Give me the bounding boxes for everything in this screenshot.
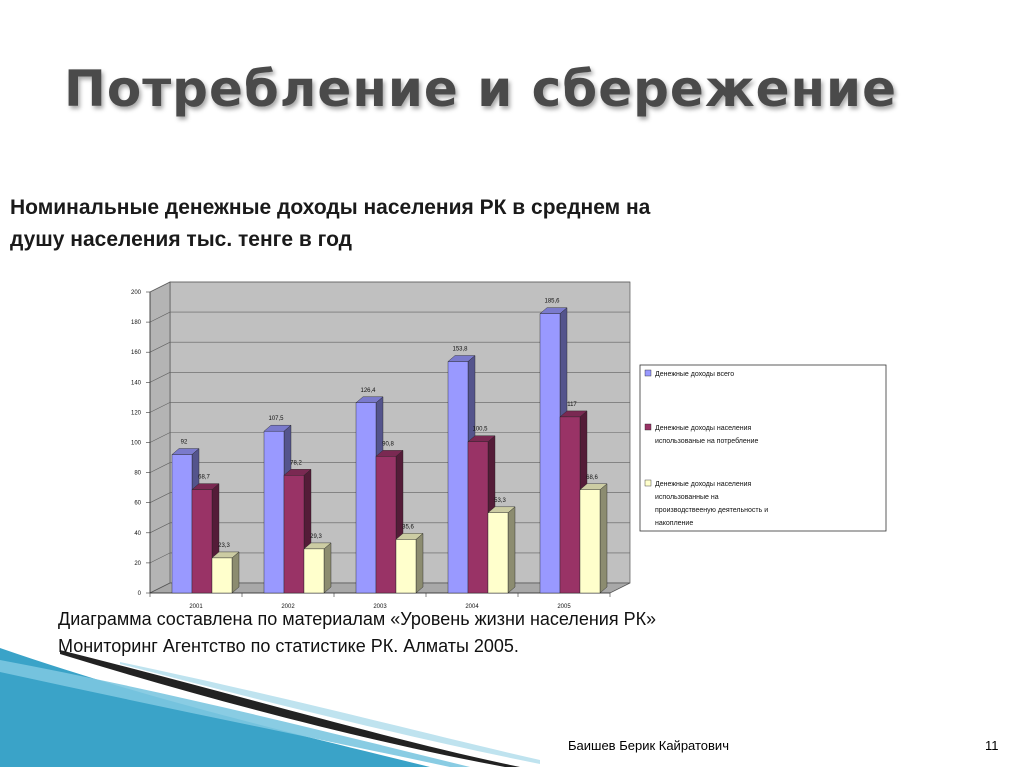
legend-label: Денежные доходы населения <box>655 425 752 432</box>
data-label: 185,6 <box>544 299 560 305</box>
gridline <box>149 402 630 413</box>
data-label: 117 <box>567 402 577 408</box>
legend: Денежные доходы всего Денежные доходы нас… <box>639 364 887 532</box>
bar-side <box>323 542 332 594</box>
bar <box>395 532 424 594</box>
data-label: 126,4 <box>360 388 376 394</box>
legend-swatch <box>644 479 652 487</box>
bar <box>487 506 516 594</box>
bar-side <box>231 551 240 594</box>
data-label: 153,8 <box>452 347 468 353</box>
legend-entry: Денежные доходы всего <box>644 369 734 378</box>
chart-bars <box>171 307 608 594</box>
legend-label: накопление <box>655 520 693 527</box>
bar-front <box>303 548 325 594</box>
bar-front <box>559 416 581 594</box>
y-tick-label: 40 <box>134 531 141 537</box>
data-label: 23,3 <box>218 543 230 549</box>
bar-front <box>191 489 213 594</box>
y-tick-label: 60 <box>134 501 141 507</box>
chart-heading-line-2: душу населения тыс. тенге в год <box>10 228 352 251</box>
data-label: 92 <box>181 440 188 446</box>
data-label: 78,2 <box>290 460 302 466</box>
x-tick-label: 2003 <box>373 604 387 610</box>
legend-label: использованые на потребление <box>655 437 759 445</box>
legend-swatch <box>644 369 652 377</box>
y-tick-label: 180 <box>131 320 142 326</box>
gridline <box>149 281 630 293</box>
gridline <box>149 311 630 323</box>
x-tick-label: 2004 <box>465 604 479 610</box>
y-tick-label: 200 <box>131 290 142 296</box>
bar-front <box>487 512 509 594</box>
bar-front <box>375 456 397 594</box>
bar-front <box>539 313 561 594</box>
bar-front <box>579 489 601 594</box>
x-tick-label: 2002 <box>281 604 295 610</box>
legend-entry: Денежные доходы населения использованные … <box>644 479 768 527</box>
data-label: 68,6 <box>586 475 598 481</box>
y-tick-label: 80 <box>134 471 141 477</box>
source-note: Диаграмма составлена по материалам «Уров… <box>58 606 818 660</box>
bar-front <box>355 402 377 594</box>
chart-grid <box>149 281 630 564</box>
source-note-line-2: Мониторинг Агентство по статистике РК. А… <box>58 636 519 656</box>
data-label: 53,3 <box>494 498 506 504</box>
legend-label: производствееную деятельность и <box>655 507 768 514</box>
decorative-swoosh <box>0 648 540 767</box>
legend-label: Денежные доходы всего <box>655 371 734 378</box>
bar-front <box>211 557 233 594</box>
source-note-line-1: Диаграмма составлена по материалам «Уров… <box>58 609 657 629</box>
legend-box <box>639 364 887 532</box>
author-name: Баишев Берик Кайратович <box>568 738 729 753</box>
data-label: 29,3 <box>310 534 322 540</box>
bar-front <box>447 361 469 594</box>
y-axis-ticks: 0 20 40 60 80 100 120 140 160 180 200 <box>131 290 151 597</box>
chart-heading: Номинальные денежные доходы населения РК… <box>10 192 810 256</box>
y-tick-label: 160 <box>131 350 142 356</box>
y-tick-label: 100 <box>131 441 142 447</box>
bar-front <box>467 441 489 594</box>
legend-entry: Денежные доходы населения использованые н… <box>644 423 759 445</box>
bar-side <box>599 483 608 594</box>
chart-heading-line-1: Номинальные денежные доходы населения РК… <box>10 196 651 219</box>
bar <box>303 542 332 594</box>
x-tick-label: 2001 <box>189 604 203 610</box>
data-label: 35,6 <box>402 524 414 530</box>
legend-label: использованные на <box>655 494 719 501</box>
legend-swatch <box>644 423 652 431</box>
bar <box>211 551 240 594</box>
y-tick-label: 120 <box>131 410 142 416</box>
slide-title: Потребление и сбережение <box>64 60 897 118</box>
bar-side <box>507 506 516 594</box>
bar-front <box>263 431 285 594</box>
y-tick-label: 20 <box>134 561 141 567</box>
data-label: 100,5 <box>472 427 488 433</box>
legend-label: Денежные доходы населения <box>655 481 752 488</box>
page-number: 11 <box>985 738 999 753</box>
bar-front <box>283 475 305 594</box>
y-tick-label: 140 <box>131 380 142 386</box>
data-labels: 92 68,7 23,3 107,5 78,2 29,3 126,4 90,8 35,6 153,… <box>181 299 599 549</box>
x-tick-label: 2005 <box>557 604 571 610</box>
gridline <box>149 341 630 353</box>
gridline <box>149 371 630 383</box>
data-label: 90,8 <box>382 441 394 447</box>
y-tick-label: 0 <box>138 591 142 597</box>
data-label: 107,5 <box>268 416 284 422</box>
bar <box>579 483 608 594</box>
data-label: 68,7 <box>198 475 210 481</box>
bar-side <box>415 532 424 594</box>
bar-front <box>395 539 417 594</box>
gridline <box>149 432 630 443</box>
bar-front <box>171 454 193 594</box>
